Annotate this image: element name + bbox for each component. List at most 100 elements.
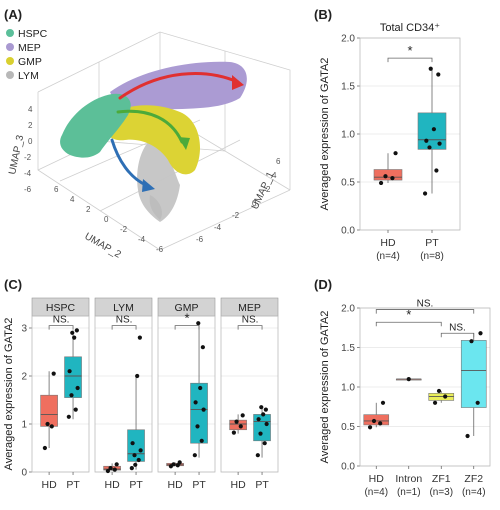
box-zf2-point: [469, 339, 474, 344]
x-tick-label: ZF2: [464, 473, 483, 485]
sig-bracket: [375, 309, 475, 314]
y-tick: 4: [272, 171, 277, 180]
facet-mep: MEP HD PT NS.: [220, 297, 279, 491]
box-hd-point: [234, 419, 239, 424]
sig-label: NS.: [417, 299, 434, 310]
box-pt-point: [428, 66, 433, 71]
chart-title: Total CD34⁺: [380, 22, 440, 34]
z-tick: -6: [24, 185, 32, 194]
facet-lym: LYM HD PT NS.: [94, 297, 153, 491]
arrow-to-gmp: [116, 109, 184, 144]
box-pt-point: [196, 321, 201, 326]
box-pt-box: [190, 382, 208, 444]
arrow-to-mep: [118, 72, 240, 100]
box-hd-point: [380, 400, 386, 405]
x-tick-count: (n=8): [420, 251, 444, 262]
box-hd-point: [393, 151, 398, 156]
chart-d: 0.0 0.5 1.0 1.5 2.0 Averaged expression of GA…: [319, 299, 491, 498]
box-hd-point: [112, 467, 117, 472]
x-tick-label: HD: [42, 479, 58, 491]
box-hd-box: [363, 414, 390, 426]
box-pt-point: [138, 448, 143, 453]
box-pt-point: [74, 328, 79, 333]
facet-title: HSPC: [46, 302, 76, 314]
arrow-to-gmp-head: [178, 137, 190, 150]
box-hd-point: [371, 418, 377, 424]
y-tick-label: 0.5: [341, 178, 355, 189]
x-tick-label: HD: [105, 479, 121, 491]
plot-frame: [359, 37, 461, 231]
x-tick-label: ZF1: [432, 473, 451, 485]
panel-label-c: (C): [4, 277, 22, 292]
mep-cluster: [110, 61, 247, 111]
box-pt-point: [264, 421, 269, 427]
y-tick-label: 1.0: [341, 383, 355, 394]
box-pt-point: [73, 407, 78, 412]
sig-bracket: [174, 325, 200, 330]
x-tick-label: HD: [380, 237, 396, 249]
box-pt-point: [436, 72, 441, 77]
panel-label-b: (B): [314, 7, 332, 22]
box-pt-point: [132, 453, 137, 458]
umap-panel: HSPC MEP GMP LYM 4 2 0 -2 -4 -6 6 4 2 0 …: [6, 28, 291, 261]
y-tick-label: 1.5: [341, 82, 355, 93]
umap-y-label: UMAP_1: [250, 170, 277, 211]
x-tick-count: (n=1): [397, 487, 421, 498]
x-tick-label: PT: [192, 479, 206, 491]
box-pt-point: [193, 400, 198, 405]
legend-dot-hspc: [6, 29, 14, 37]
legend-label-gmp: GMP: [18, 56, 42, 68]
facet-gmp: GMP HD PT *: [157, 297, 216, 491]
box-hd-point: [378, 421, 383, 426]
y-tick-label: 0.5: [341, 422, 355, 433]
box-hd-box: [40, 394, 58, 427]
box-hd-point: [177, 460, 182, 465]
plot-frame: [157, 315, 216, 473]
box-pt-box: [253, 414, 271, 442]
box-pt-point: [137, 335, 142, 340]
y-tick: 0: [252, 199, 257, 208]
x-tick-label: PT: [425, 237, 439, 249]
umap-x-label: UMAP_2: [83, 231, 124, 261]
x-tick-count: (n=4): [462, 487, 486, 498]
box-pt-point: [437, 141, 442, 146]
hspc-cluster: [60, 93, 131, 158]
box-zf1-point: [432, 400, 438, 405]
sig-bracket: [440, 332, 475, 338]
box-pt-box: [64, 356, 82, 398]
y-tick-label: 0: [21, 468, 27, 479]
box-pt-point: [133, 462, 138, 467]
box-hd-point: [240, 413, 245, 418]
box-pt-point: [431, 127, 436, 132]
umap-clusters: [60, 61, 247, 222]
x-tick-label: Intron: [395, 473, 422, 485]
box-zf2-point: [475, 400, 480, 405]
panel-label-d: (D): [314, 277, 332, 292]
y-tick-label: 2.0: [341, 34, 355, 45]
y-tick: 2: [266, 185, 271, 194]
facet-title: LYM: [113, 302, 134, 314]
z-tick: 4: [28, 105, 33, 114]
box-pt-point: [255, 453, 260, 458]
box-zf2-box: [460, 340, 487, 408]
sig-bracket: [111, 325, 137, 330]
chart-b: Total CD34⁺ 0.0 0.5 1.0 1.5 2.0 Averaged expre…: [319, 22, 461, 262]
sig-label: NS.: [449, 322, 466, 333]
y-axis-label: Averaged expression of GATA2: [319, 311, 331, 464]
z-tick: -4: [24, 169, 32, 178]
sig-label: NS.: [116, 315, 133, 326]
x-tick: -4: [138, 235, 146, 244]
box-pt-point: [424, 138, 429, 143]
facet-title: MEP: [238, 302, 261, 314]
x-tick-count: (n=3): [429, 487, 453, 498]
box-pt-point: [195, 424, 200, 429]
sig-label: *: [407, 43, 412, 58]
box-pt-point: [75, 385, 80, 391]
legend-label-mep: MEP: [18, 42, 41, 54]
box-zf2-point: [478, 331, 483, 336]
plot-frame: [94, 315, 153, 473]
box-pt-point: [201, 407, 206, 412]
facet-hspc: HSPC HD PT NS.: [31, 297, 90, 491]
umap-legend: HSPC MEP GMP LYM: [6, 28, 48, 82]
